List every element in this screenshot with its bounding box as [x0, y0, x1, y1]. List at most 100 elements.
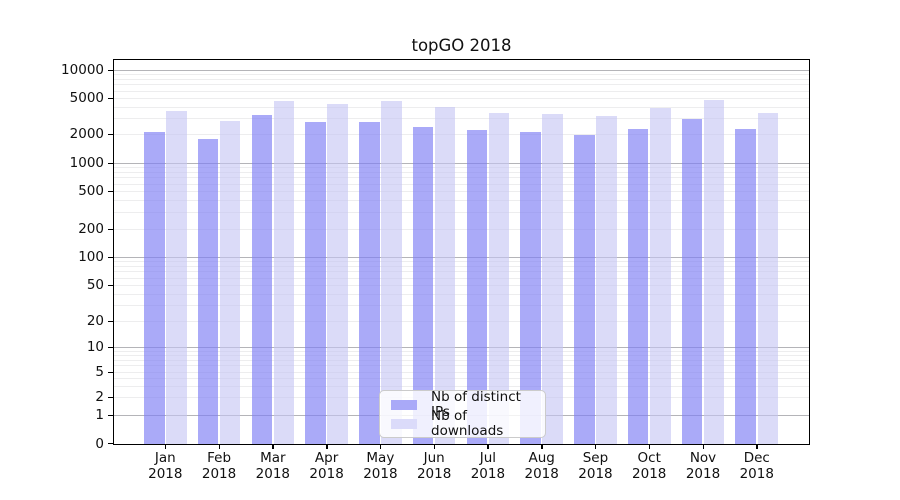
gridline-minor — [113, 134, 810, 135]
gridline-minor — [113, 285, 810, 286]
y-tick-mark — [108, 346, 113, 348]
gridline-minor — [113, 321, 810, 322]
bar-downloads — [650, 107, 671, 445]
y-tick-label: 100 — [78, 249, 104, 265]
x-tick-mark — [433, 445, 436, 449]
x-tick-mark — [326, 445, 328, 449]
bar-downloads — [703, 100, 725, 445]
bar-downloads — [488, 112, 510, 445]
gridline-major — [113, 163, 810, 164]
gridline-minor — [113, 177, 810, 179]
y-tick-mark — [108, 371, 113, 373]
chart-title: topGO 2018 — [411, 36, 512, 55]
gridline-minor — [113, 266, 810, 267]
bar-distinct-ips — [305, 122, 326, 445]
y-tick-label: 2 — [95, 389, 104, 405]
legend-swatch-distinct-ips — [391, 399, 417, 410]
gridline-minor — [113, 191, 810, 192]
bar-distinct-ips — [627, 129, 649, 445]
y-tick-mark — [108, 97, 113, 99]
y-tick-mark — [108, 284, 113, 286]
bar-downloads — [757, 113, 779, 445]
y-tick-mark — [108, 414, 113, 416]
y-tick-mark — [108, 190, 113, 192]
gridline-minor — [113, 355, 810, 357]
gridline-minor — [113, 212, 810, 214]
gridline-minor — [113, 365, 810, 367]
bar-distinct-ips — [466, 129, 488, 445]
x-tick-label: Oct 2018 — [632, 450, 667, 482]
x-tick-label: Feb 2018 — [201, 450, 237, 482]
y-tick-label: 10000 — [61, 62, 104, 78]
x-tick-mark — [379, 445, 382, 449]
x-tick-label: Jul 2018 — [470, 450, 506, 482]
y-tick-label: 200 — [78, 221, 104, 237]
y-tick-mark — [108, 133, 113, 135]
gridline-minor — [113, 385, 810, 387]
bar-distinct-ips — [144, 132, 165, 445]
y-tick-mark — [108, 443, 113, 445]
gridline-minor — [113, 98, 810, 99]
gridline-minor — [113, 277, 810, 279]
x-tick-label: Nov 2018 — [685, 450, 721, 482]
legend-label: Nb of distinct IPs — [431, 388, 521, 420]
gridline-minor — [113, 350, 810, 352]
x-tick-mark — [541, 445, 543, 449]
bar-downloads — [273, 100, 295, 445]
x-tick-label: May 2018 — [363, 450, 398, 482]
bar-distinct-ips — [520, 131, 541, 445]
gridline-major — [113, 257, 810, 258]
gridline-minor — [113, 378, 810, 380]
gridline-minor — [113, 118, 810, 120]
y-tick-mark — [108, 162, 113, 164]
y-tick-mark — [108, 228, 113, 230]
y-tick-label: 5 — [95, 364, 104, 380]
x-tick-mark — [272, 445, 274, 449]
gridline-minor — [113, 167, 810, 169]
x-tick-mark — [164, 445, 167, 449]
bar-distinct-ips — [359, 122, 380, 445]
bar-distinct-ips — [412, 127, 434, 445]
bar-distinct-ips — [574, 134, 595, 445]
bar-downloads — [219, 121, 241, 445]
bar-downloads — [542, 113, 563, 445]
x-tick-label: Jun 2018 — [416, 450, 452, 482]
gridline-minor — [113, 79, 810, 80]
gridline-minor — [113, 90, 810, 92]
x-tick-mark — [487, 445, 489, 449]
gridline-minor — [113, 172, 810, 173]
y-tick-label: 2000 — [69, 126, 104, 142]
x-tick-mark — [648, 445, 651, 449]
y-tick-mark — [108, 396, 113, 398]
gridline-major — [113, 347, 810, 348]
gridline-minor — [113, 293, 810, 295]
x-tick-mark — [756, 445, 758, 449]
gridline-major — [113, 70, 810, 71]
x-tick-label: Aug 2018 — [524, 450, 559, 482]
x-tick-label: Jan 2018 — [148, 450, 183, 482]
bar-downloads — [381, 100, 402, 445]
bar-downloads — [596, 116, 617, 445]
y-tick-mark — [108, 320, 113, 322]
gridline-minor — [113, 271, 810, 273]
gridline-minor — [113, 261, 810, 263]
bar-distinct-ips — [681, 118, 703, 445]
x-tick-label: Sep 2018 — [578, 450, 613, 482]
x-tick-mark — [594, 445, 597, 449]
bar-downloads — [166, 110, 187, 445]
plot-area — [113, 59, 810, 445]
y-tick-label: 20 — [86, 313, 104, 329]
y-tick-label: 50 — [86, 277, 104, 293]
gridline-minor — [113, 200, 810, 202]
y-tick-label: 500 — [78, 183, 104, 199]
gridline-minor — [113, 84, 810, 86]
x-tick-mark — [218, 445, 220, 449]
gridline-minor — [113, 183, 810, 185]
bar-distinct-ips — [251, 114, 273, 445]
y-tick-label: 0 — [95, 435, 104, 452]
y-tick-label: 1000 — [69, 155, 104, 171]
gridline-minor — [113, 305, 810, 307]
x-tick-label: Mar 2018 — [255, 450, 290, 482]
bar-distinct-ips — [735, 129, 756, 445]
